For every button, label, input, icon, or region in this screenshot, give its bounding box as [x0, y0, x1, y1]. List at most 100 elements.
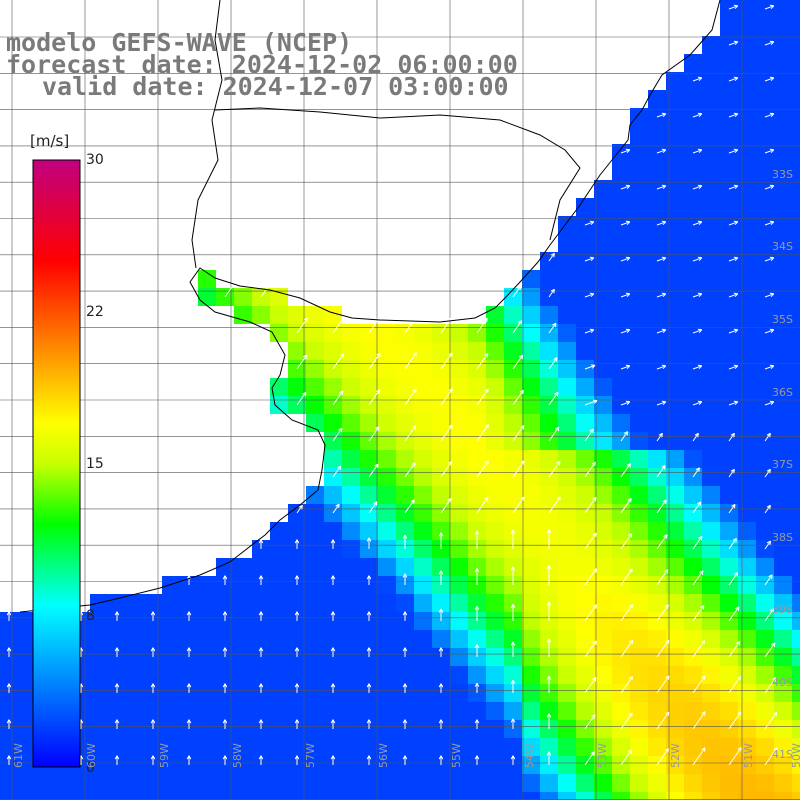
wind-cell	[792, 90, 800, 108]
wind-arrow-head	[591, 714, 596, 717]
wind-arrow	[656, 639, 670, 658]
wind-cell	[270, 396, 288, 414]
wind-cell	[90, 774, 108, 792]
wind-cell	[702, 396, 720, 414]
wind-cell	[522, 648, 540, 666]
wind-arrow-head	[771, 574, 773, 579]
wind-cell	[720, 198, 738, 216]
wind-cell	[540, 450, 558, 468]
wind-cell	[450, 378, 468, 396]
wind-arrow-head	[770, 149, 775, 154]
wind-cell	[666, 378, 684, 396]
wind-arrow	[656, 401, 667, 406]
wind-cell	[558, 216, 576, 234]
wind-arrow-head	[373, 501, 378, 505]
wind-cell	[774, 630, 792, 648]
wind-cell	[378, 504, 396, 522]
wind-cell	[666, 180, 684, 198]
wind-arrow-head	[628, 603, 633, 607]
wind-arrow-head	[770, 293, 775, 298]
wind-cell	[792, 288, 800, 306]
wind-arrow-head	[512, 679, 516, 684]
wind-arrow-head	[330, 755, 334, 760]
wind-arrow-head	[593, 751, 595, 756]
wind-arrow-head	[448, 316, 453, 320]
wind-cell	[342, 720, 360, 738]
wind-cell	[558, 792, 576, 800]
wind-cell	[648, 774, 666, 792]
wind-cell	[576, 558, 594, 576]
wind-cell	[414, 540, 432, 558]
wind-arrow-head	[665, 639, 670, 643]
wind-arrow-head	[773, 642, 776, 647]
wind-arrow-head	[595, 604, 597, 609]
wind-arrow-head	[8, 683, 12, 688]
wind-arrow-head	[512, 755, 516, 760]
wind-arrow-head	[592, 568, 597, 572]
wind-cell	[486, 540, 504, 558]
wind-cell	[90, 756, 108, 774]
wind-cell	[126, 648, 144, 666]
wind-arrow-head	[150, 647, 154, 652]
wind-arrow-head	[704, 711, 706, 716]
wind-cell	[540, 342, 558, 360]
wind-arrow	[296, 505, 303, 514]
wind-cell	[90, 684, 108, 702]
wind-arrow	[584, 604, 597, 622]
colorbar-scale	[32, 159, 81, 768]
wind-cell	[360, 522, 378, 540]
wind-arrow-head	[662, 401, 667, 406]
wind-cell	[342, 324, 360, 342]
wind-arrow-head	[341, 390, 344, 395]
wind-cell	[432, 450, 450, 468]
wind-arrow-head	[512, 641, 516, 646]
wind-cell	[288, 558, 306, 576]
wind-arrow-head	[260, 755, 264, 760]
wind-arrow	[332, 427, 343, 442]
wind-cell	[126, 702, 144, 720]
border-line	[191, 0, 223, 269]
wind-arrow	[620, 712, 633, 730]
wind-cell	[144, 630, 162, 648]
wind-arrow-head	[510, 641, 514, 646]
wind-arrow-head	[546, 638, 550, 643]
wind-arrow-head	[450, 498, 452, 503]
wind-cell	[684, 486, 702, 504]
wind-cell	[324, 738, 342, 756]
wind-cell	[666, 756, 684, 774]
wind-cell	[630, 558, 648, 576]
wind-cell	[630, 378, 648, 396]
wind-cell	[468, 378, 486, 396]
wind-cell	[270, 684, 288, 702]
wind-arrow	[656, 329, 667, 334]
wind-arrow-head	[152, 647, 156, 652]
wind-arrow	[620, 185, 631, 190]
wind-arrow	[728, 606, 740, 622]
wind-cell	[432, 774, 450, 792]
wind-arrow-head	[340, 428, 343, 433]
wind-arrow-head	[294, 683, 298, 688]
wind-cell	[324, 342, 342, 360]
wind-cell	[648, 342, 666, 360]
wind-cell	[702, 54, 720, 72]
wind-cell	[486, 666, 504, 684]
title-forecast-date: forecast date: 2024-12-02 06:00:00	[6, 50, 518, 79]
wind-arrow-head	[772, 608, 775, 613]
wind-arrow	[764, 329, 775, 334]
wind-cell	[756, 126, 774, 144]
wind-arrow-head	[594, 497, 597, 502]
wind-arrow-head	[438, 570, 442, 575]
wind-cell	[792, 360, 800, 378]
wind-cell	[0, 774, 18, 792]
wind-arrow-head	[512, 529, 516, 534]
wind-cell	[702, 648, 720, 666]
wind-arrow-head	[294, 647, 298, 652]
wind-cell	[468, 774, 486, 792]
wind-cell	[234, 288, 252, 306]
wind-cell	[90, 702, 108, 720]
wind-arrow-head	[375, 501, 378, 506]
wind-cell	[414, 756, 432, 774]
wind-arrow-head	[703, 675, 706, 681]
wind-cell	[396, 774, 414, 792]
wind-arrow-head	[629, 463, 631, 468]
